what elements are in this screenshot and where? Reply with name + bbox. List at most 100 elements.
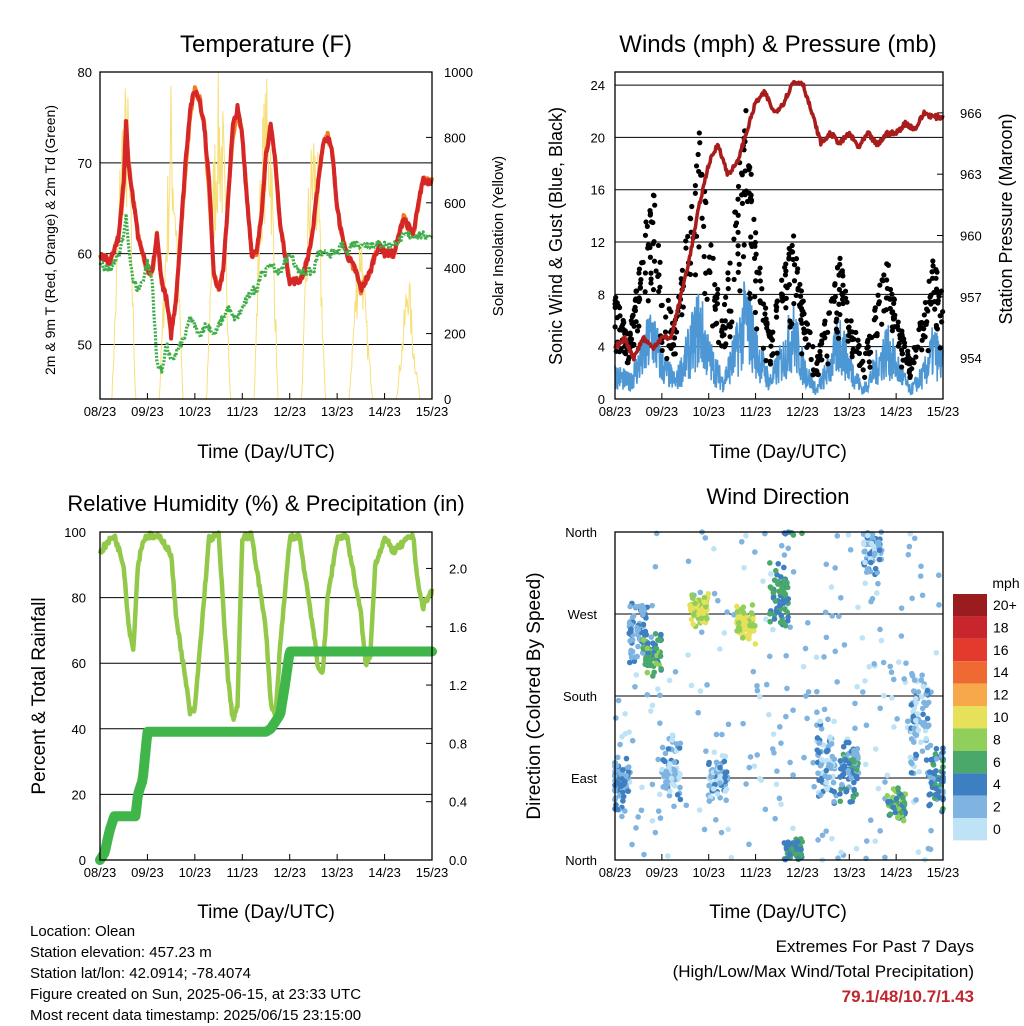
y-tick-label: 50 (78, 338, 92, 353)
direction-point (629, 648, 636, 655)
gust-point (633, 319, 639, 325)
direction-point (912, 695, 919, 702)
gust-point (864, 345, 870, 351)
gust-point (696, 130, 702, 136)
gust-point (695, 151, 701, 158)
direction-point (862, 761, 869, 768)
direction-point (651, 669, 657, 676)
gust-point (725, 285, 731, 292)
gust-point (803, 336, 809, 342)
gust-point (733, 220, 740, 226)
direction-point (927, 791, 934, 797)
direction-point (877, 626, 883, 633)
direction-point (722, 770, 728, 776)
direction-point (818, 757, 825, 763)
direction-point (875, 785, 882, 792)
y-tick-label: North (565, 525, 597, 540)
gust-point (636, 323, 642, 329)
gust-point (747, 295, 753, 301)
direction-point (880, 659, 887, 666)
gust-point (764, 322, 770, 328)
gust-point (655, 273, 661, 279)
gust-point (774, 304, 780, 310)
gust-point (628, 318, 634, 324)
direction-point (920, 711, 926, 718)
direction-point (743, 781, 749, 787)
gust-point (616, 349, 623, 355)
gust-point (927, 294, 933, 300)
direction-point (740, 604, 747, 610)
gust-point (679, 267, 685, 273)
direction-point (645, 650, 651, 656)
direction-point (627, 603, 633, 610)
gust-point (782, 264, 788, 271)
direction-point (655, 686, 661, 692)
gust-point (804, 321, 811, 327)
gust-point (737, 288, 743, 294)
direction-point (735, 620, 742, 626)
x-tick-label: 15/23 (416, 404, 449, 419)
direction-point (780, 600, 787, 606)
direction-point (797, 846, 804, 853)
direction-point (830, 779, 837, 786)
direction-point (642, 661, 648, 668)
direction-point (767, 560, 773, 566)
direction-point (863, 838, 870, 844)
gust-point (615, 303, 621, 309)
y2-tick-label: 966 (960, 106, 982, 121)
pressure-line (613, 79, 945, 362)
direction-point (734, 608, 741, 615)
gust-point (636, 270, 642, 276)
direction-point (671, 759, 678, 766)
precip-line (95, 646, 437, 865)
gust-point (751, 255, 758, 261)
direction-point (626, 729, 632, 735)
direction-point (625, 764, 632, 770)
gust-point (770, 351, 776, 357)
gust-point (866, 359, 872, 365)
gust-point (933, 322, 939, 329)
gust-point (757, 298, 763, 304)
direction-point (711, 590, 718, 597)
gust-point (895, 319, 901, 325)
gust-point (817, 348, 823, 355)
direction-point (711, 781, 718, 788)
latest-timestamp: Most recent data timestamp: 2025/06/15 2… (30, 1007, 362, 1024)
direction-point (724, 609, 730, 615)
direction-point (851, 747, 857, 754)
direction-point (843, 788, 850, 794)
gust-point (628, 336, 635, 342)
direction-point (918, 693, 925, 700)
gust-point (865, 337, 871, 343)
y-tick-label: 70 (78, 156, 92, 171)
direction-point (785, 614, 791, 620)
gust-point (655, 242, 662, 249)
wind-direction-ylabel: Direction (Colored By Speed) (524, 572, 545, 819)
legend-swatch (953, 795, 987, 818)
direction-point (676, 745, 683, 751)
direction-point (751, 763, 758, 769)
direction-point (818, 725, 825, 732)
gust-point (907, 374, 913, 381)
direction-point (775, 581, 781, 587)
direction-point (696, 807, 703, 813)
direction-point (635, 643, 641, 650)
direction-point (640, 621, 647, 628)
direction-point (723, 797, 729, 804)
direction-point (754, 687, 761, 694)
gust-point (791, 262, 798, 268)
direction-point (831, 718, 837, 725)
y-tick-label: 16 (591, 183, 605, 198)
direction-point (888, 669, 895, 676)
direction-point (622, 808, 628, 814)
temperature-panel: Temperature (F) Time (Day/UTC) 2m & 9m T… (42, 31, 507, 463)
gust-point (701, 253, 707, 260)
station-info: Location: Olean Station elevation: 457.2… (30, 921, 361, 1026)
gust-point (881, 308, 887, 314)
direction-point (837, 791, 843, 797)
y2-tick-label: 954 (960, 351, 982, 366)
direction-point (817, 792, 824, 798)
gust-point (735, 251, 741, 257)
direction-point (900, 817, 907, 824)
direction-point (871, 661, 877, 667)
